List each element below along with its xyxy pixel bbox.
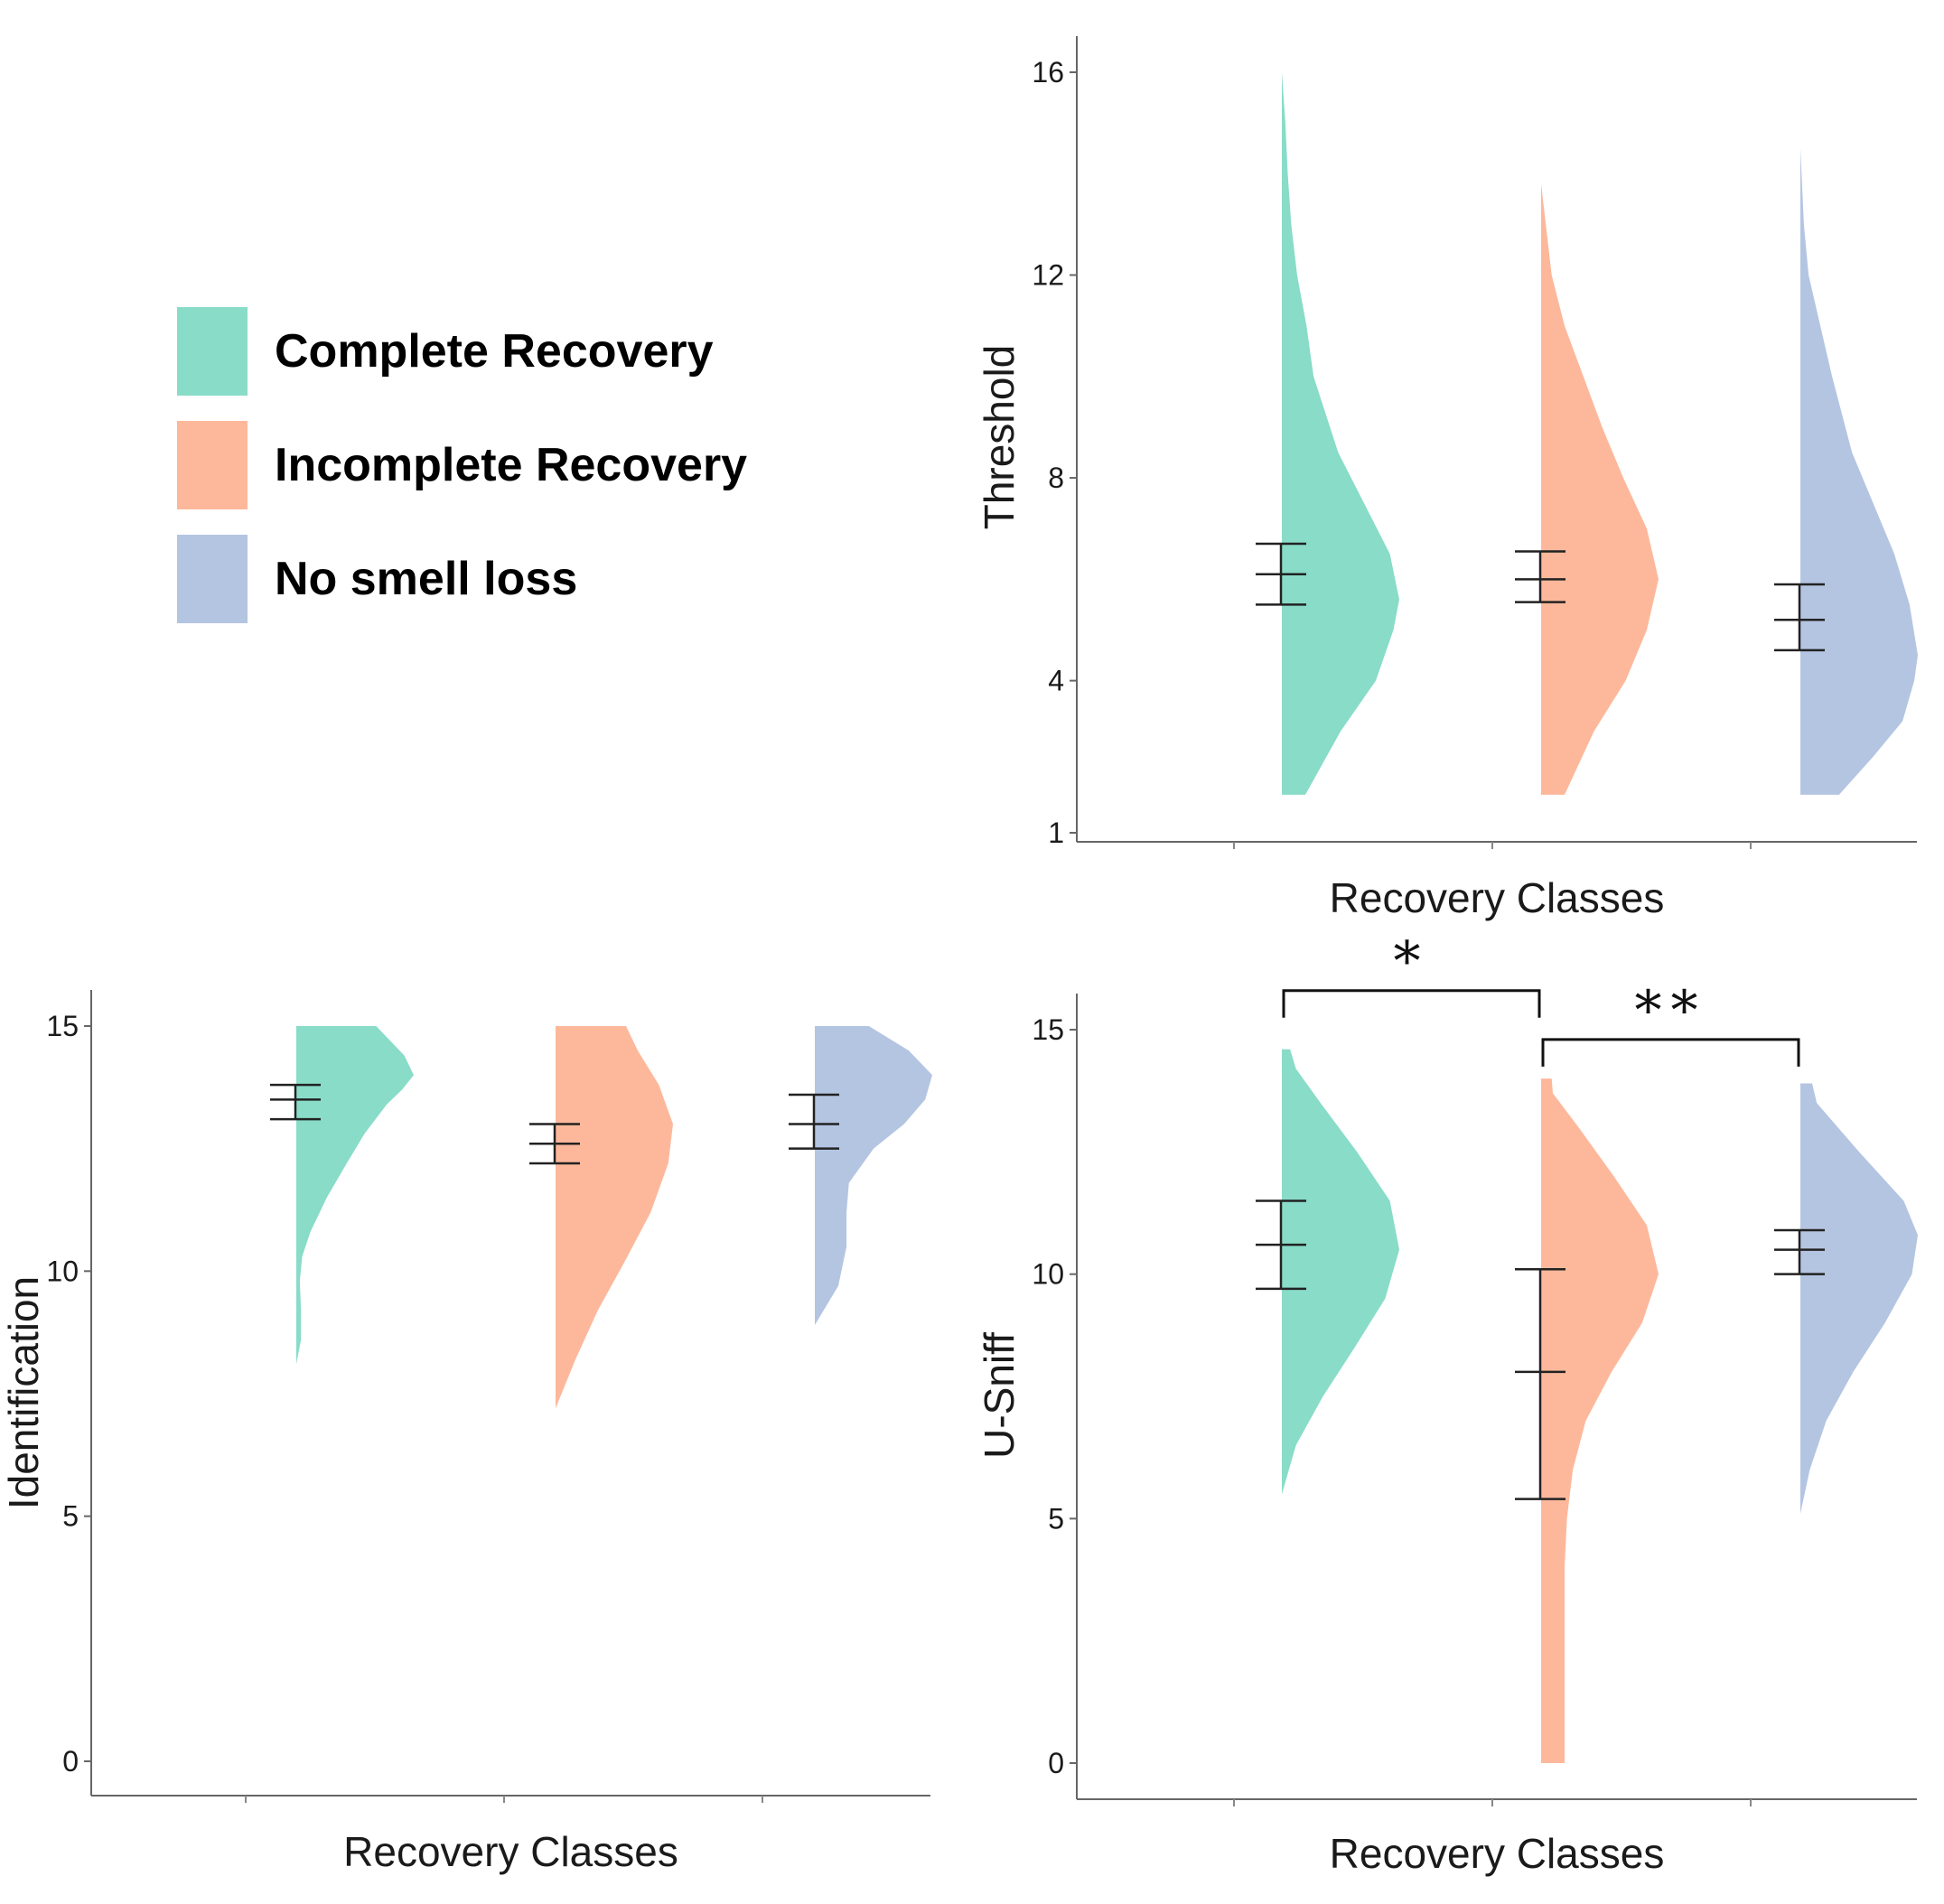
x-axis-label: Recovery Classes [1330, 874, 1665, 921]
y-tick-label: 8 [1048, 462, 1064, 494]
y-tick-label: 0 [1048, 1747, 1064, 1779]
error-bar [1256, 542, 1306, 606]
legend-label-incomplete: Incomplete Recovery [275, 439, 748, 491]
chart-identification: 0 5 10 15 Identification Recovery Classes [0, 990, 932, 1875]
error-bar [1774, 1228, 1825, 1275]
y-tick-label: 10 [1032, 1258, 1064, 1291]
violin-incomplete [1541, 1078, 1659, 1763]
legend-label-complete: Complete Recovery [275, 325, 714, 378]
significance-bracket [1541, 1038, 1800, 1067]
legend-swatch-no-loss [177, 535, 248, 623]
legend-item-no-loss: No smell loss [177, 535, 747, 623]
y-tick-label: 0 [62, 1745, 79, 1778]
error-bar [1515, 550, 1565, 603]
y-tick-label: 10 [46, 1255, 79, 1287]
violin-complete [1282, 1049, 1399, 1495]
error-bar [1515, 1268, 1565, 1500]
y-tick-label: 5 [1048, 1502, 1064, 1535]
chart-threshold: 1 4 8 12 16 Threshold Recovery Classes [976, 36, 1918, 921]
violin-no-loss [815, 1026, 932, 1326]
violin-complete [296, 1026, 414, 1365]
legend-item-incomplete: Incomplete Recovery [177, 421, 747, 509]
y-tick-label: 15 [46, 1010, 79, 1042]
significance-stars: * [1394, 930, 1430, 994]
violin-incomplete [556, 1026, 673, 1409]
y-tick-label: 12 [1032, 259, 1064, 292]
violin-incomplete [1541, 183, 1659, 795]
x-axis-label: Recovery Classes [1330, 1830, 1665, 1877]
legend-swatch-incomplete [177, 421, 248, 509]
legend-item-complete: Complete Recovery [177, 307, 747, 396]
y-tick-label: 5 [62, 1500, 79, 1533]
error-bar [270, 1083, 321, 1121]
y-tick-label: 4 [1048, 665, 1064, 697]
error-bar [529, 1123, 580, 1165]
error-bar [1256, 1199, 1306, 1291]
legend-swatch-complete [177, 307, 248, 396]
y-tick-label: 1 [1048, 817, 1064, 849]
significance-bracket [1282, 989, 1541, 1018]
y-tick-label: 16 [1032, 56, 1064, 89]
error-bar [1774, 583, 1825, 652]
y-tick-label: 15 [1032, 1013, 1064, 1046]
y-axis-label: Threshold [976, 345, 1023, 530]
violin-no-loss [1800, 148, 1918, 795]
y-axis-label: Identification [0, 1276, 47, 1509]
violin-no-loss [1800, 1083, 1918, 1514]
legend: Complete Recovery Incomplete Recovery No… [177, 307, 747, 649]
significance-stars: ** [1635, 979, 1707, 1042]
error-bar [789, 1093, 839, 1150]
x-axis-label: Recovery Classes [343, 1828, 678, 1875]
legend-label-no-loss: No smell loss [275, 553, 578, 605]
violin-complete [1282, 72, 1399, 795]
y-axis-label: U-Sniff [976, 1332, 1023, 1459]
